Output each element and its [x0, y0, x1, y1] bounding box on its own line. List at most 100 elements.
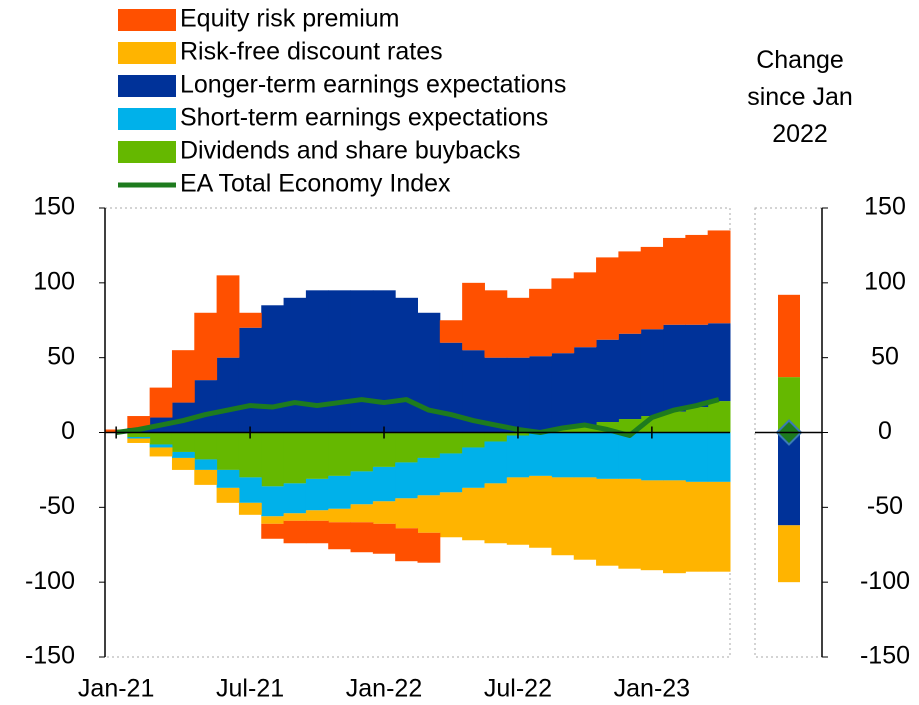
- area-segment: [283, 483, 307, 514]
- y-tick-label: 100: [33, 267, 75, 295]
- area-segment: [395, 498, 418, 529]
- area-segment: [506, 435, 530, 478]
- area-segment: [618, 333, 642, 420]
- change-bar: [778, 525, 800, 583]
- area-segment: [707, 401, 731, 433]
- y2-tick-label: 150: [864, 193, 906, 221]
- change-bar: [778, 294, 800, 378]
- area-segment: [350, 522, 374, 553]
- area-segment: [439, 492, 463, 538]
- legend-label: Dividends and share buybacks: [180, 137, 520, 165]
- area-segment: [640, 480, 664, 571]
- area-segment: [551, 278, 575, 354]
- legend-swatch: [118, 141, 176, 163]
- legend-swatch: [118, 108, 176, 130]
- legend-swatch: [118, 42, 176, 64]
- area-segment: [350, 504, 374, 523]
- area-segment: [551, 432, 575, 478]
- area-segment: [238, 502, 262, 515]
- area-segment: [238, 327, 262, 433]
- area-segment: [127, 432, 151, 437]
- area-segment: [171, 402, 195, 433]
- area-segment: [573, 432, 597, 478]
- area-segment: [283, 520, 307, 544]
- area-segment: [596, 432, 619, 479]
- area-segment: [149, 447, 173, 457]
- x-tick-label: Jan-23: [614, 675, 690, 703]
- area-segment: [506, 477, 530, 545]
- area-segment: [618, 478, 642, 569]
- area-segment: [261, 305, 285, 433]
- area-segment: [350, 432, 374, 472]
- area-segment: [149, 387, 173, 418]
- area-segment: [216, 357, 240, 433]
- y-tick-label: -50: [39, 492, 75, 520]
- area-segment: [283, 432, 307, 484]
- area-segment: [305, 510, 329, 521]
- area-segment: [417, 432, 441, 458]
- area-segment: [216, 275, 240, 358]
- legend-label: Equity risk premium: [180, 5, 400, 33]
- y-tick-label: 50: [47, 342, 75, 370]
- area-segment: [194, 312, 218, 381]
- area-segment: [685, 432, 709, 482]
- area-segment: [462, 350, 485, 433]
- area-segment: [663, 324, 686, 412]
- area-segment: [283, 297, 307, 433]
- area-segment: [663, 237, 686, 325]
- area-segment: [640, 246, 664, 330]
- area-segment: [372, 466, 396, 502]
- area-segment: [573, 477, 597, 560]
- area-segment: [417, 457, 441, 496]
- y2-tick-label: 0: [878, 417, 892, 445]
- side-panel-title: Change since Jan 2022: [747, 46, 853, 148]
- y2-tick-label: 100: [864, 267, 906, 295]
- area-segment: [171, 457, 195, 470]
- y-tick-label: -100: [25, 567, 75, 595]
- area-segment: [328, 508, 352, 523]
- area-segment: [484, 432, 508, 442]
- area-segment: [439, 453, 463, 493]
- area-segment: [529, 432, 552, 476]
- y-tick-label: 0: [61, 417, 75, 445]
- area-segment: [462, 432, 485, 448]
- area-segment: [707, 432, 731, 482]
- area-segment: [372, 290, 396, 433]
- area-segment: [216, 432, 240, 470]
- area-segment: [328, 432, 352, 476]
- area-segment: [261, 523, 285, 539]
- area-segment: [216, 487, 240, 503]
- x-tick-label: Jan-21: [78, 675, 154, 703]
- area-segment: [149, 444, 173, 448]
- area-segment: [618, 251, 642, 334]
- area-segment: [305, 290, 329, 433]
- legend-label: Risk-free discount rates: [180, 38, 443, 66]
- legend-label: Short-term earnings expectations: [180, 104, 548, 132]
- x-tick-label: Jul-22: [484, 675, 552, 703]
- legend-label: EA Total Economy Index: [180, 170, 451, 198]
- area-segment: [439, 320, 463, 343]
- area-segment: [171, 432, 195, 452]
- area-segment: [350, 290, 374, 433]
- area-segment: [685, 407, 709, 433]
- area-segment: [194, 380, 218, 433]
- area-segment: [663, 480, 686, 574]
- y2-tick-label: -150: [860, 642, 910, 670]
- change-bar: [778, 377, 800, 433]
- area-segment: [506, 357, 530, 433]
- area-segment: [640, 329, 664, 417]
- area-segment: [573, 347, 597, 426]
- area-segment: [529, 288, 552, 357]
- area-segment: [596, 257, 619, 340]
- area-segment: [238, 432, 262, 478]
- area-segment: [283, 513, 307, 521]
- area-segment: [171, 350, 195, 403]
- area-segment: [305, 520, 329, 544]
- legend-swatch: [118, 9, 176, 31]
- area-segment: [462, 487, 485, 541]
- area-segment: [372, 501, 396, 524]
- area-segment: [328, 475, 352, 509]
- area-segment: [395, 462, 418, 499]
- area-segment: [127, 416, 151, 429]
